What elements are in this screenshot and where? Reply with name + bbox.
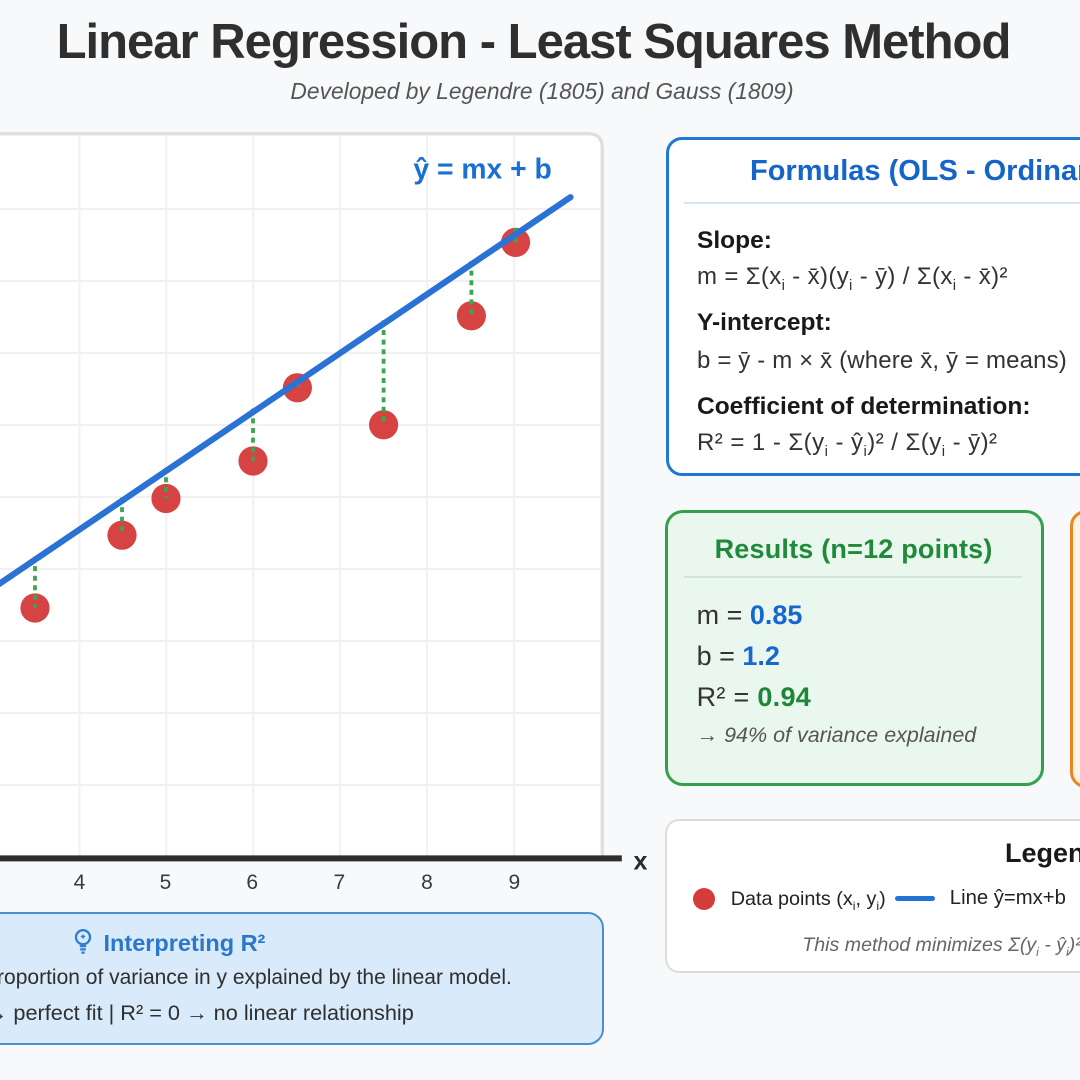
svg-text:9: 9 [509, 871, 521, 894]
svg-text:5: 5 [160, 871, 172, 894]
svg-text:x: x [634, 848, 648, 876]
svg-text:8: 8 [421, 871, 433, 894]
svg-text:4: 4 [74, 871, 86, 894]
svg-text:7: 7 [333, 871, 345, 894]
svg-text:6: 6 [246, 871, 258, 894]
svg-text:ŷ = mx + b: ŷ = mx + b [413, 153, 551, 185]
